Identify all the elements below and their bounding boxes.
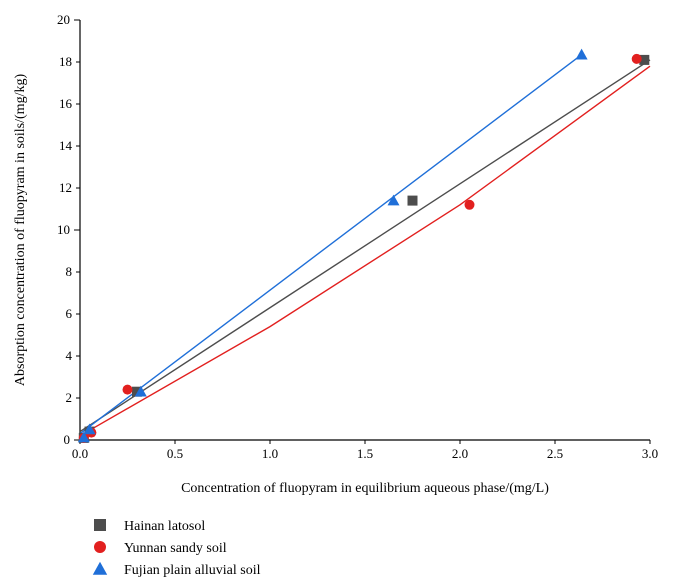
y-axis-label: Absorption concentration of fluopyram in… — [13, 74, 28, 387]
y-tick-label: 10 — [57, 222, 70, 237]
y-tick-label: 6 — [66, 306, 73, 321]
x-tick-label: 1.5 — [357, 446, 373, 461]
x-tick-label: 0.0 — [72, 446, 88, 461]
x-tick-label: 2.5 — [547, 446, 563, 461]
y-tick-label: 2 — [66, 390, 73, 405]
legend-label: Fujian plain alluvial soil — [124, 563, 261, 578]
y-tick-label: 0 — [64, 432, 71, 447]
legend-label: Yunnan sandy soil — [124, 541, 227, 556]
x-tick-label: 0.5 — [167, 446, 183, 461]
x-axis-label: Concentration of fluopyram in equilibriu… — [181, 481, 549, 496]
y-tick-label: 12 — [59, 180, 72, 195]
x-tick-label: 1.0 — [262, 446, 278, 461]
y-tick-label: 4 — [66, 348, 73, 363]
y-tick-label: 18 — [59, 54, 72, 69]
x-tick-label: 2.0 — [452, 446, 468, 461]
chart-svg: 0.0 0.5 1.0 1.5 2.0 2.5 3.0 0 2 4 6 8 10 12 14 16 18 20 Co… — [0, 0, 685, 587]
x-tick-label: 3.0 — [642, 446, 658, 461]
y-tick-label: 14 — [59, 138, 73, 153]
y-tick-label: 16 — [59, 96, 73, 111]
chart-container: 0.0 0.5 1.0 1.5 2.0 2.5 3.0 0 2 4 6 8 10 12 14 16 18 20 Co… — [0, 0, 685, 587]
legend-label: Hainan latosol — [124, 519, 205, 534]
y-tick-label: 20 — [57, 12, 70, 27]
y-tick-label: 8 — [66, 264, 73, 279]
